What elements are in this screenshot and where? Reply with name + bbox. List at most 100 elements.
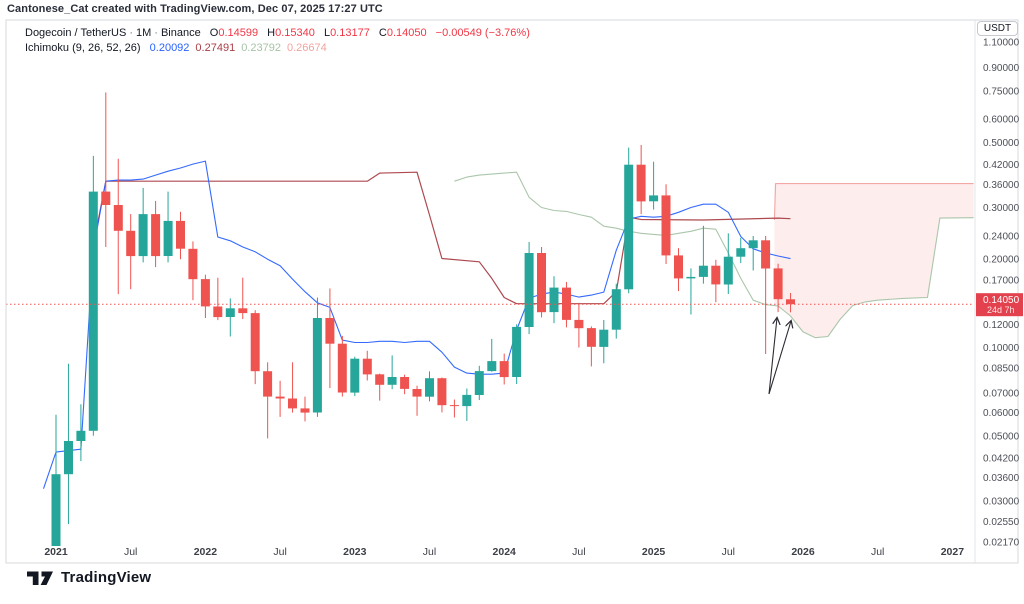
candle-body [176,220,185,249]
candle-body [537,253,546,313]
candle [337,335,347,397]
change-value: −0.00549 (−3.76%) [435,27,530,39]
bar-countdown: 24d 7h [987,305,1015,315]
candle [549,276,559,324]
candle [499,353,509,385]
candle [88,155,98,436]
price-axis[interactable]: 1.10000 0.90000 0.75000 0.60000 0.50000 0.420… [983,38,1020,549]
price-tick-label: 0.24000 [983,232,1020,243]
price-tick-label: 1.10000 [983,38,1020,49]
candle [213,277,223,321]
candle [462,388,472,421]
candle-body [362,358,372,375]
candle [412,385,422,416]
candle [387,355,397,390]
candle-body [312,318,322,413]
time-tick-label: Jul [722,546,735,558]
candle-body [387,377,397,385]
tradingview-logo[interactable]: TradingView [26,568,151,586]
candle-body [113,205,123,231]
candle [723,233,733,294]
price-tick-label: 0.60000 [983,115,1020,126]
candle-body [188,248,198,280]
candle [250,310,260,385]
candle [225,298,235,337]
candle-body [101,191,111,205]
time-tick-label: 2025 [642,546,666,558]
candle [698,225,708,284]
candle-body [661,195,671,256]
candle [312,297,322,417]
symbol-legend-row[interactable]: Dogecoin / TetherUS · 1M · Binance O0.14599 … [25,26,530,41]
candle-body [337,343,347,393]
price-tick-label: 0.03600 [983,473,1020,484]
ichimoku-cloud [774,183,974,338]
candle [686,268,696,315]
candle [151,200,161,268]
plot-area[interactable] [6,92,975,604]
candle [288,362,297,413]
candle [586,326,596,367]
candle [524,242,534,335]
candle [400,374,410,395]
candle-body [375,374,385,385]
chart-frame-border [5,19,1019,564]
low-letter: L [323,27,331,39]
time-tick-label: Jul [423,546,436,558]
candle [176,211,185,260]
last-price-value: 0.14050 [983,295,1020,306]
indicator-value: 0.23792 [241,42,281,54]
candle-body [275,396,285,399]
candle-body [773,268,783,300]
open-letter: O [209,27,219,39]
candle [761,236,771,354]
candle [163,191,173,263]
candle-body [462,394,472,407]
candle [425,371,434,402]
candle-body [649,195,659,202]
candle-body [711,265,721,285]
low-value: 0.13177 [330,27,370,39]
candle-body [64,441,73,475]
currency-toggle-button[interactable]: USDT [977,21,1018,36]
annotation-arrow [768,321,791,395]
candle [649,161,659,210]
candle-body [449,405,459,407]
candle-body [400,377,410,389]
price-tick-label: 0.02550 [983,517,1020,528]
tradingview-logo-text: TradingView [61,568,152,586]
time-axis[interactable]: 2021 Jul 2022 Jul 2023 Jul 2024 Jul 2025 Jul 2026 J… [44,546,964,558]
candle-body [437,378,447,406]
candle [76,404,86,462]
close-value: 0.14050 [386,27,427,39]
candle [487,338,497,372]
candle [300,396,310,422]
candle-body [151,214,161,257]
indicator-legend-row[interactable]: Ichimoku (9, 26, 52, 26) 0.20092 0.27491 0… [25,41,530,56]
ichimoku-lead1-line [454,171,974,339]
time-tick-label: 2026 [791,546,815,558]
candle-body [88,191,98,431]
candle [263,362,273,439]
time-tick-label: Jul [273,546,286,558]
candle [437,377,447,413]
price-tick-label: 0.50000 [983,138,1020,149]
candle-body [611,289,621,330]
candle-body [138,214,148,257]
price-tick-label: 0.07000 [983,388,1020,399]
candle [101,92,111,247]
candle-body [163,220,173,256]
candle-body [487,361,497,372]
attribution-text: Cantonese_Cat created with TradingView.c… [7,3,383,15]
price-tick-label: 0.17000 [983,275,1020,286]
candle-body [263,371,273,397]
candle [375,373,385,401]
candle-body [76,430,86,441]
high-letter: H [267,27,276,39]
candle [275,380,285,417]
price-tick-label: 0.42000 [983,160,1020,171]
candle [636,145,646,215]
indicator-values: 0.20092 0.27491 0.23792 0.26674 [144,42,327,54]
